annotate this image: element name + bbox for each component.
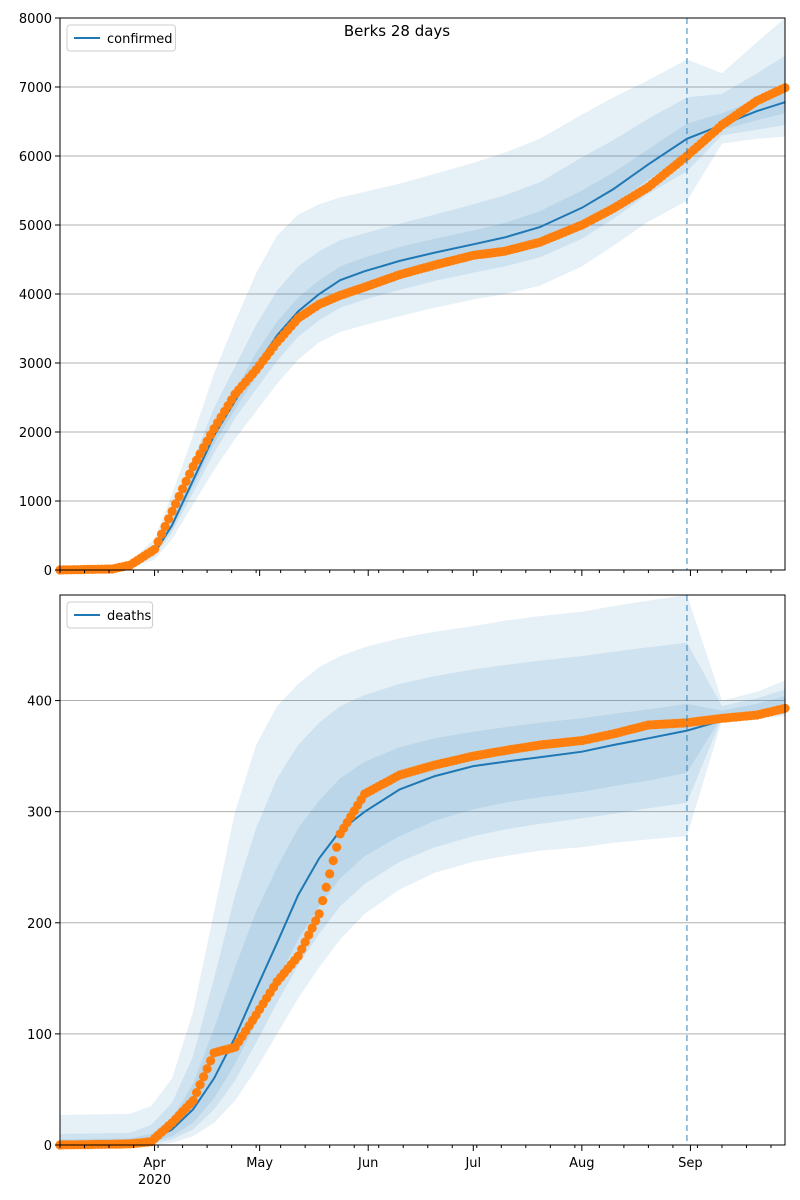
band-middle [60, 642, 785, 1145]
data-point [174, 491, 184, 501]
y-tick-label: 3000 [19, 357, 52, 372]
data-point [185, 469, 195, 479]
data-point [178, 484, 188, 494]
deaths-panel: 0 100 200 300 400 Apr 2020 May Jun Jul Aug Sep death… [27, 594, 790, 1188]
data-point [328, 856, 338, 866]
legend: deaths [66, 601, 154, 629]
data-point [153, 537, 163, 547]
data-point [164, 514, 174, 524]
data-point [202, 1064, 212, 1074]
y-tick-label: 7000 [19, 81, 52, 96]
data-point [199, 1072, 209, 1082]
y-tick-label: 400 [27, 695, 52, 710]
data-point [171, 499, 181, 509]
series-line-confirmed [59, 101, 786, 571]
legend-box [66, 601, 154, 629]
y-tick-label: 6000 [19, 150, 52, 165]
legend-label: deaths [107, 609, 152, 624]
x-tick-sublabel: 2020 [138, 1173, 171, 1188]
x-tick-label: Jul [464, 1156, 481, 1171]
data-point [188, 1096, 198, 1106]
data-point [181, 476, 191, 486]
x-tick-label: Aug [569, 1156, 594, 1171]
chart-title: Berks 28 days [344, 22, 450, 40]
axes-frame [59, 594, 786, 1146]
legend-label: confirmed [107, 32, 173, 47]
data-point [297, 944, 307, 954]
observed-points [55, 703, 790, 1150]
data-point [195, 1080, 205, 1090]
x-tick-label: Sep [678, 1156, 703, 1171]
legend-box [66, 24, 176, 52]
x-tick-label: May [246, 1156, 273, 1171]
data-point [206, 1056, 216, 1066]
data-point [293, 951, 303, 961]
band-inner [60, 696, 785, 1145]
data-point [307, 923, 317, 933]
data-point [314, 909, 324, 919]
data-point [332, 842, 342, 852]
data-point [321, 882, 331, 892]
confirmed-panel: 0 1000 2000 3000 4000 5000 6000 7000 8000 confirm… [19, 12, 790, 579]
data-point [192, 1088, 202, 1098]
y-tick-label: 300 [27, 806, 52, 821]
y-tick-label: 0 [44, 1139, 52, 1154]
y-tick-label: 100 [27, 1028, 52, 1043]
y-tick-label: 5000 [19, 219, 52, 234]
band-outer [60, 18, 785, 570]
data-point [304, 930, 314, 940]
data-point [167, 506, 177, 516]
data-point [325, 869, 335, 879]
y-tick-label: 200 [27, 917, 52, 932]
y-tick-label: 8000 [19, 12, 52, 27]
x-tick-label: Jun [357, 1156, 378, 1171]
y-tick-label: 2000 [19, 426, 52, 441]
x-tick-label: Apr [143, 1156, 166, 1171]
y-tick-label: 4000 [19, 288, 52, 303]
series-line-deaths [59, 705, 786, 1146]
data-point [160, 521, 170, 532]
data-point [311, 916, 321, 926]
y-tick-label: 0 [44, 564, 52, 579]
data-point [300, 937, 310, 947]
y-tick-label: 1000 [19, 495, 52, 510]
band-middle [60, 55, 785, 570]
data-point [318, 896, 328, 906]
data-point [150, 544, 160, 554]
data-point [157, 529, 167, 539]
observed-points [55, 83, 790, 575]
legend: confirmed [66, 24, 176, 52]
